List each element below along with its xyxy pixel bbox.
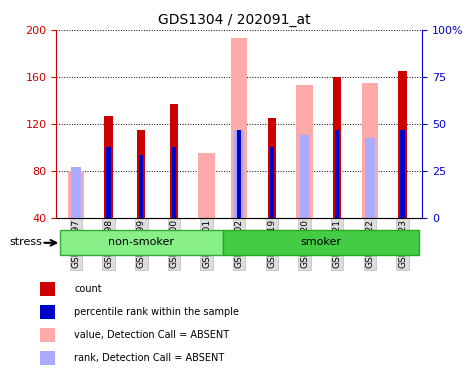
Bar bbox=[234, 130, 244, 218]
Text: GSM74802: GSM74802 bbox=[234, 219, 244, 268]
Bar bbox=[237, 130, 242, 218]
Bar bbox=[105, 116, 113, 218]
Text: GSM74819: GSM74819 bbox=[267, 219, 276, 268]
Bar bbox=[365, 138, 375, 218]
Text: rank, Detection Call = ABSENT: rank, Detection Call = ABSENT bbox=[74, 353, 224, 363]
Text: stress: stress bbox=[9, 237, 42, 247]
Text: GSM74800: GSM74800 bbox=[169, 219, 178, 268]
Bar bbox=[223, 230, 419, 255]
Text: GSM74801: GSM74801 bbox=[202, 219, 211, 268]
Bar bbox=[71, 167, 81, 217]
Text: GSM74820: GSM74820 bbox=[300, 219, 309, 268]
Bar bbox=[198, 153, 215, 218]
Bar bbox=[40, 328, 55, 342]
Bar bbox=[231, 38, 247, 218]
Bar bbox=[400, 130, 405, 218]
Bar bbox=[172, 147, 176, 218]
Text: percentile rank within the sample: percentile rank within the sample bbox=[74, 307, 239, 317]
Bar bbox=[137, 130, 145, 218]
Text: GDS1304 / 202091_at: GDS1304 / 202091_at bbox=[158, 13, 311, 27]
Bar bbox=[300, 135, 310, 218]
Bar bbox=[106, 147, 111, 218]
Text: GSM74797: GSM74797 bbox=[71, 219, 80, 268]
Bar bbox=[170, 104, 178, 218]
Text: GSM74821: GSM74821 bbox=[333, 219, 342, 268]
Text: GSM74799: GSM74799 bbox=[136, 219, 146, 268]
Text: GSM74798: GSM74798 bbox=[104, 219, 113, 268]
Bar bbox=[40, 305, 55, 319]
Text: GSM74823: GSM74823 bbox=[398, 219, 407, 268]
Bar bbox=[268, 118, 276, 218]
Bar bbox=[362, 83, 378, 218]
Bar bbox=[335, 130, 340, 218]
Bar bbox=[40, 282, 55, 296]
Bar bbox=[60, 230, 223, 255]
Text: GSM74822: GSM74822 bbox=[365, 219, 374, 268]
Bar bbox=[333, 77, 341, 218]
Bar bbox=[399, 71, 407, 217]
Bar bbox=[139, 155, 144, 218]
Bar bbox=[40, 351, 55, 365]
Text: non-smoker: non-smoker bbox=[108, 237, 174, 247]
Bar bbox=[68, 171, 84, 217]
Bar bbox=[270, 147, 274, 218]
Text: count: count bbox=[74, 284, 102, 294]
Text: smoker: smoker bbox=[300, 237, 341, 247]
Bar bbox=[296, 85, 313, 218]
Text: value, Detection Call = ABSENT: value, Detection Call = ABSENT bbox=[74, 330, 229, 340]
